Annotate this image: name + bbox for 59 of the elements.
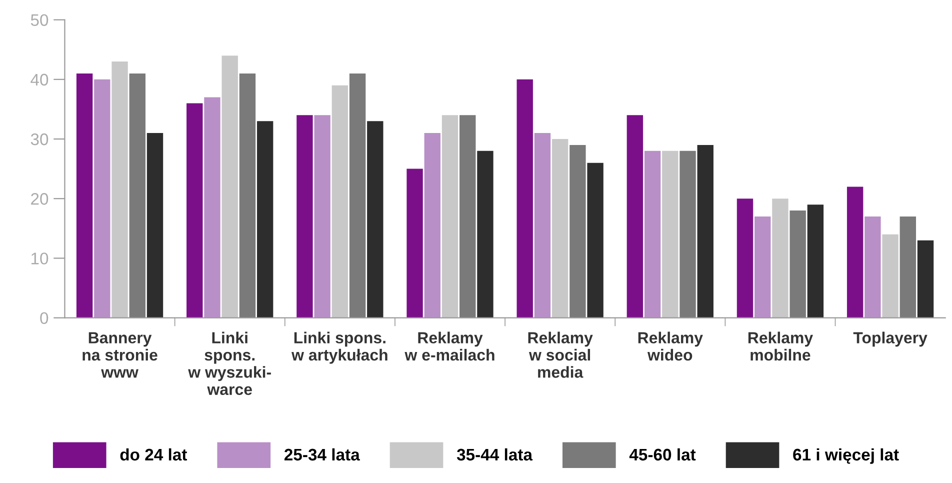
x-tick-label: Reklamy wideo xyxy=(638,332,703,361)
x-tick-label: Toplayery xyxy=(853,332,928,347)
x-tick-label: Reklamy mobilne xyxy=(748,332,813,361)
legend-label: do 24 lat xyxy=(120,448,188,461)
bar xyxy=(442,115,458,318)
bar xyxy=(587,162,604,318)
y-tick-label: 30 xyxy=(30,133,48,146)
bar xyxy=(112,62,128,318)
bar xyxy=(697,144,714,318)
legend-label: 25-34 lata xyxy=(284,448,360,461)
x-tick-label: Reklamy w e-mailach xyxy=(404,332,494,361)
bar xyxy=(917,240,934,318)
bar xyxy=(222,56,238,318)
bar xyxy=(367,121,384,318)
bar xyxy=(76,73,93,318)
bar xyxy=(807,204,824,318)
bar xyxy=(94,79,110,318)
bar xyxy=(772,198,788,318)
bar xyxy=(864,216,881,318)
bar xyxy=(570,144,586,318)
bar xyxy=(477,150,494,318)
y-tick-label: 40 xyxy=(30,74,48,86)
y-tick-label: 10 xyxy=(32,252,48,264)
bar xyxy=(846,186,864,318)
bar xyxy=(790,210,806,318)
legend-label: 45-60 lat xyxy=(629,448,696,461)
bar xyxy=(204,97,220,318)
bar xyxy=(186,103,203,318)
bar xyxy=(516,79,533,318)
bar xyxy=(256,121,274,318)
x-tick-label: Reklamy w social media xyxy=(528,332,593,378)
legend-label: 61 i więcej lat xyxy=(793,448,899,464)
bar xyxy=(552,139,568,318)
bar xyxy=(680,150,696,318)
bar xyxy=(332,85,348,318)
bar xyxy=(626,115,644,318)
bar xyxy=(406,168,423,318)
bar xyxy=(129,73,146,318)
legend-label: 35-44 lata xyxy=(456,448,533,461)
bar xyxy=(296,115,313,318)
bar xyxy=(534,133,551,318)
x-tick-label: Linki spons. w artykułach xyxy=(292,332,388,364)
bar xyxy=(882,234,898,318)
bar xyxy=(424,133,440,318)
bar xyxy=(239,73,256,318)
bar xyxy=(146,133,164,318)
bar xyxy=(662,150,678,318)
bar xyxy=(314,115,330,318)
bar xyxy=(736,198,754,318)
bar xyxy=(754,216,771,318)
bar xyxy=(644,150,661,318)
bar xyxy=(900,216,916,318)
x-tick-label: Bannery na stronie www xyxy=(82,332,158,378)
y-tick-label: 50 xyxy=(30,14,48,26)
bar xyxy=(460,115,476,318)
bar xyxy=(349,73,366,318)
y-tick-label: 20 xyxy=(31,193,48,205)
x-tick-label: Linki spons. w wyszuki- warce xyxy=(188,332,271,396)
y-tick-label: 0 xyxy=(40,312,48,324)
